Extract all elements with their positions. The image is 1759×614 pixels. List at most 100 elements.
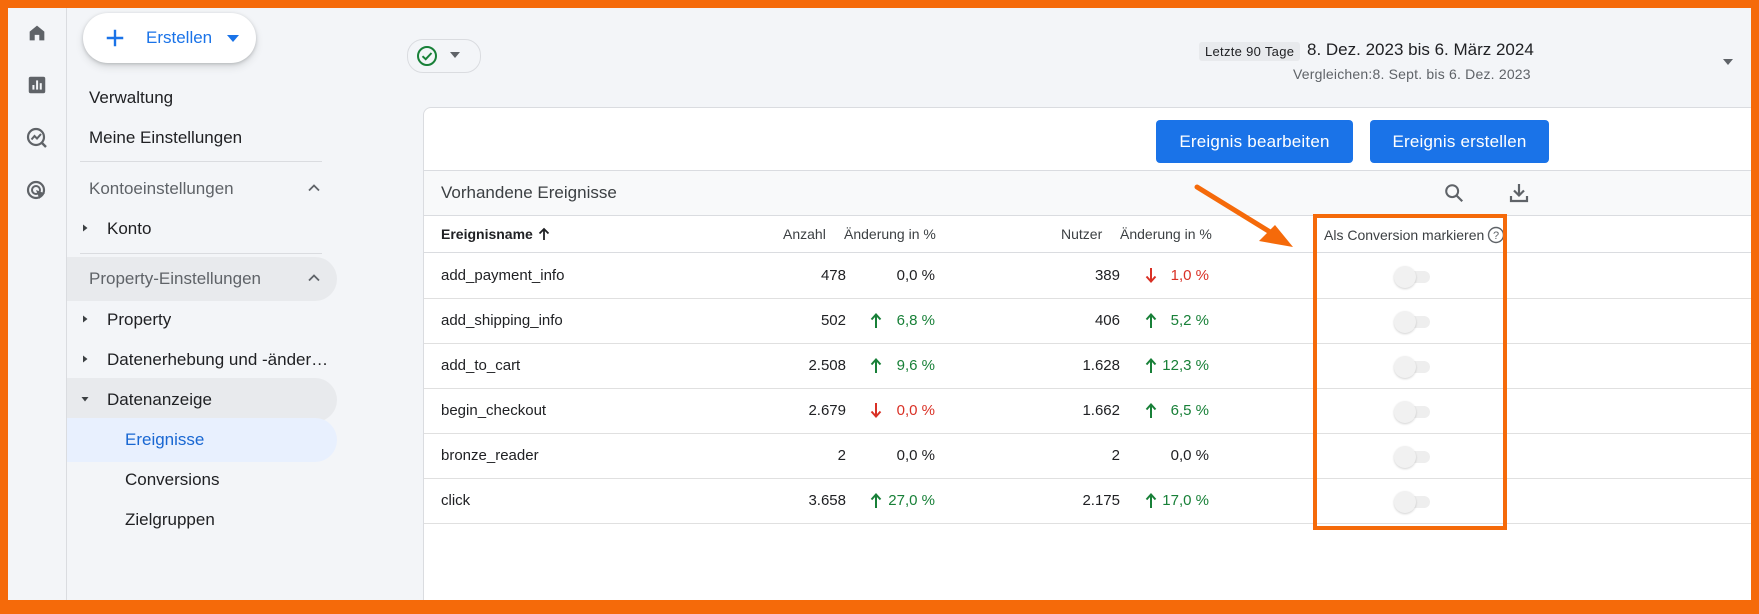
col-conversion[interactable]: Als Conversion markieren?	[1324, 226, 1505, 244]
event-count: 3.658	[808, 492, 846, 509]
home-icon[interactable]	[15, 11, 59, 55]
sidebar-link-verwaltung[interactable]: Verwaltung	[89, 88, 174, 107]
sidebar-item-label: Datenanzeige	[107, 390, 212, 409]
caret-down-icon	[227, 35, 239, 42]
col-label: Als Conversion markieren	[1324, 227, 1485, 243]
admin-sidebar: Erstellen Verwaltung Meine Einstellungen…	[67, 8, 387, 600]
date-preset-chip: Letzte 90 Tage	[1199, 42, 1301, 61]
sidebar-divider	[80, 161, 322, 162]
sidebar-item-label: Konto	[107, 219, 152, 238]
conversion-toggle[interactable]	[1394, 311, 1434, 333]
table-row[interactable]: add_shipping_info 502 6,8 % 406 5,2 %	[424, 298, 1751, 344]
sidebar-item-datenanzeige[interactable]: Datenanzeige	[67, 378, 337, 422]
advertising-icon[interactable]	[15, 169, 59, 213]
col-nutzer-change[interactable]: Änderung in %	[1120, 226, 1212, 242]
trend-down-icon	[1145, 267, 1157, 284]
event-users: 2.175	[1082, 492, 1120, 509]
event-count-change: 0,0 %	[896, 402, 935, 419]
create-button-label: Erstellen	[146, 28, 213, 47]
event-count: 2	[837, 447, 846, 464]
col-nutzer[interactable]: Nutzer	[1061, 226, 1103, 242]
toggle-knob	[1394, 311, 1416, 333]
table-row[interactable]: click 3.658 27,0 % 2.175 17,0 %	[424, 478, 1751, 524]
trend-up-icon	[1145, 492, 1157, 509]
sidebar-item-label: Property	[107, 310, 172, 329]
table-row[interactable]: begin_checkout 2.679 0,0 % 1.662 6,5 %	[424, 388, 1751, 434]
caret-right-icon	[83, 355, 88, 363]
event-name[interactable]: begin_checkout	[441, 402, 547, 419]
event-count: 502	[820, 312, 846, 329]
sidebar-divider	[80, 253, 322, 254]
trend-down-icon	[870, 402, 882, 419]
sidebar-subitem-zielgruppen[interactable]: Zielgruppen	[67, 498, 337, 542]
table-row[interactable]: add_to_cart 2.508 9,6 % 1.628 12,3 %	[424, 343, 1751, 389]
col-label: Ereignisname	[441, 226, 533, 242]
conversion-toggle[interactable]	[1394, 356, 1434, 378]
app-frame: Erstellen Verwaltung Meine Einstellungen…	[8, 8, 1751, 600]
caret-right-icon	[83, 315, 88, 323]
create-event-button[interactable]: Ereignis erstellen	[1370, 120, 1549, 163]
edit-event-button[interactable]: Ereignis bearbeiten	[1156, 120, 1353, 163]
event-users-change: 0,0 %	[1170, 447, 1209, 464]
toggle-knob	[1394, 266, 1416, 288]
chevron-up-icon	[308, 274, 320, 282]
event-name[interactable]: add_shipping_info	[441, 312, 563, 329]
col-ereignisname[interactable]: Ereignisname	[441, 226, 550, 242]
sidebar-item-datenerhebung[interactable]: Datenerhebung und -änderu…	[67, 338, 337, 382]
event-name[interactable]: add_payment_info	[441, 267, 565, 284]
help-icon[interactable]: ?	[1487, 226, 1505, 244]
conversion-toggle[interactable]	[1394, 446, 1434, 468]
section-label: Kontoeinstellungen	[89, 179, 234, 198]
table-row[interactable]: add_payment_info 478 0,0 % 389 1,0 %	[424, 253, 1751, 299]
conversion-toggle[interactable]	[1394, 266, 1434, 288]
event-count-change: 6,8 %	[896, 312, 935, 329]
sidebar-subitem-label: Conversions	[125, 470, 220, 489]
toggle-knob	[1394, 446, 1416, 468]
search-icon[interactable]	[1438, 177, 1470, 209]
event-users: 389	[1094, 267, 1120, 284]
trend-up-icon	[1145, 357, 1157, 374]
caret-right-icon	[83, 224, 88, 232]
sidebar-item-konto[interactable]: Konto	[67, 207, 337, 251]
event-users-change: 12,3 %	[1162, 357, 1209, 374]
section-kontoeinstellungen[interactable]: Kontoeinstellungen	[67, 167, 337, 211]
caret-down-icon	[1723, 59, 1733, 65]
event-name[interactable]: add_to_cart	[441, 357, 521, 374]
col-anzahl-change[interactable]: Änderung in %	[844, 226, 936, 242]
event-users-change: 6,5 %	[1170, 402, 1209, 419]
section-property-einstellungen[interactable]: Property-Einstellungen	[67, 257, 337, 301]
conversion-toggle[interactable]	[1394, 491, 1434, 513]
event-users: 406	[1094, 312, 1120, 329]
event-count-change: 0,0 %	[896, 267, 935, 284]
trend-up-icon	[870, 312, 882, 329]
toggle-knob	[1394, 491, 1416, 513]
caret-down-icon	[450, 52, 460, 58]
sidebar-subitem-ereignisse[interactable]: Ereignisse	[67, 418, 337, 462]
conversion-toggle[interactable]	[1394, 401, 1434, 423]
table-row[interactable]: bronze_reader 2 0,0 % 2 0,0 %	[424, 433, 1751, 479]
date-compare-label: Vergleichen:8. Sept. bis 6. Dez. 2023	[1293, 66, 1531, 82]
trend-up-icon	[1145, 402, 1157, 419]
col-anzahl[interactable]: Anzahl	[783, 226, 826, 242]
sidebar-link-meine-einstellungen[interactable]: Meine Einstellungen	[89, 128, 243, 147]
reports-icon[interactable]	[15, 63, 59, 107]
sidebar-item-property[interactable]: Property	[67, 298, 337, 342]
date-range-label: 8. Dez. 2023 bis 6. März 2024	[1307, 40, 1534, 59]
sidebar-subitem-conversions[interactable]: Conversions	[67, 458, 337, 502]
explore-icon[interactable]	[15, 116, 59, 160]
toggle-knob	[1394, 356, 1416, 378]
chevron-up-icon	[308, 184, 320, 192]
section-label: Property-Einstellungen	[89, 269, 261, 288]
download-icon[interactable]	[1503, 177, 1535, 209]
table-title: Vorhandene Ereignisse	[441, 183, 617, 202]
event-name[interactable]: bronze_reader	[441, 447, 539, 464]
caret-down-icon	[81, 397, 89, 402]
event-count: 2.508	[808, 357, 846, 374]
nav-rail	[8, 8, 67, 600]
sidebar-subitem-label: Zielgruppen	[125, 510, 215, 529]
status-filter-chip[interactable]	[407, 39, 481, 73]
event-name[interactable]: click	[441, 492, 471, 509]
event-count-change: 0,0 %	[896, 447, 935, 464]
date-range-picker[interactable]: Letzte 90 Tage 8. Dez. 2023 bis 6. März …	[1188, 34, 1748, 90]
create-button[interactable]: Erstellen	[83, 13, 256, 63]
